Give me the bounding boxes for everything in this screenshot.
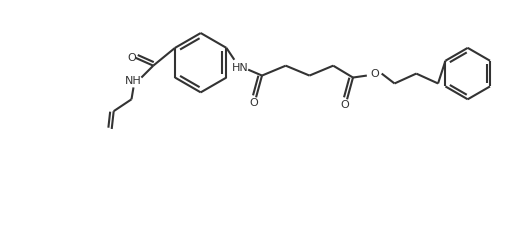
Text: HN: HN [232,63,249,73]
Text: O: O [127,53,136,63]
Text: O: O [250,98,259,108]
Text: O: O [370,69,379,79]
Text: NH: NH [125,77,142,86]
Text: O: O [341,100,350,110]
